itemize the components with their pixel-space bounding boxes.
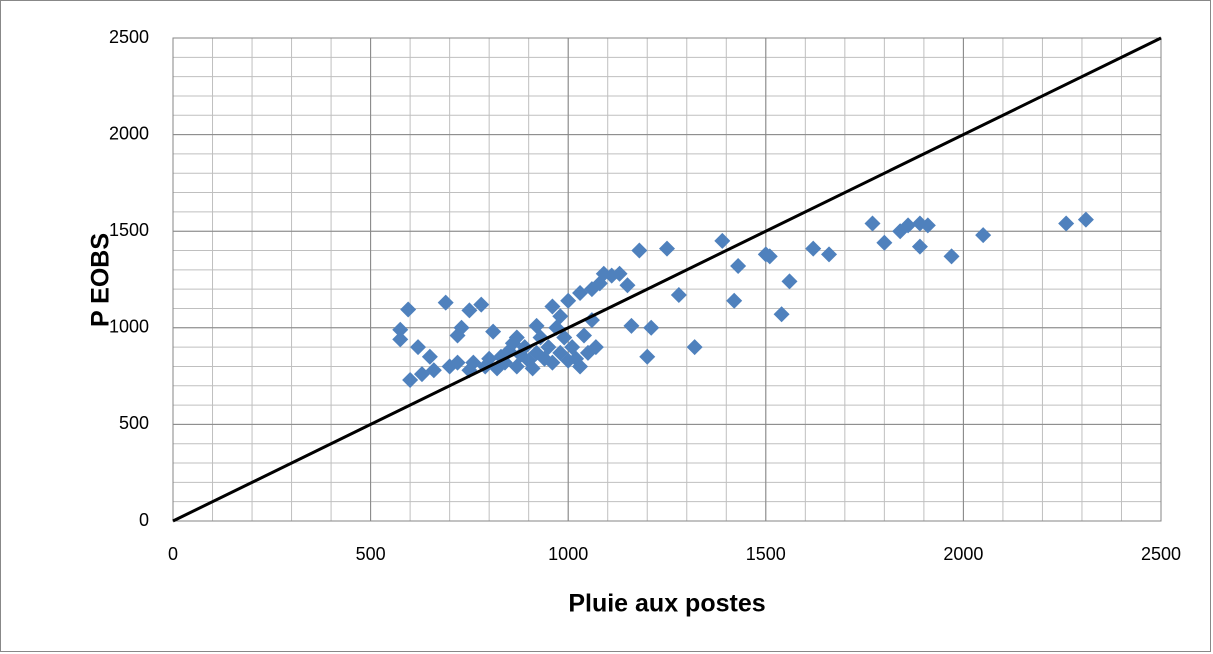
- x-tick-label: 1000: [548, 544, 588, 564]
- point: [670, 286, 687, 303]
- x-tick-label: 0: [168, 544, 178, 564]
- point: [392, 321, 409, 338]
- point: [410, 339, 427, 356]
- point: [639, 348, 656, 365]
- point: [473, 296, 490, 313]
- point: [611, 265, 628, 282]
- point: [587, 339, 604, 356]
- x-axis-title: Pluie aux postes: [568, 590, 765, 618]
- point: [496, 354, 513, 371]
- point: [437, 294, 454, 311]
- point: [619, 277, 636, 294]
- y-tick-label: 0: [139, 510, 149, 530]
- point: [821, 246, 838, 263]
- point: [556, 329, 573, 346]
- point: [730, 257, 747, 274]
- point: [761, 248, 778, 265]
- y-tick-label: 1500: [109, 220, 149, 240]
- point: [911, 238, 928, 255]
- point: [864, 215, 881, 232]
- x-tick-label: 2500: [1141, 544, 1181, 564]
- line: [172, 36, 1162, 523]
- point: [540, 339, 557, 356]
- x-tick-label: 1500: [746, 544, 786, 564]
- point: [919, 217, 936, 234]
- point: [544, 354, 561, 371]
- point: [402, 371, 419, 388]
- y-tick-label: 500: [119, 413, 149, 433]
- point: [485, 323, 502, 340]
- point: [975, 227, 992, 244]
- point: [453, 319, 470, 336]
- point: [421, 348, 438, 365]
- point: [532, 329, 549, 346]
- point: [481, 350, 498, 367]
- point: [425, 362, 442, 379]
- point: [508, 329, 525, 346]
- point: [686, 339, 703, 356]
- point: [1077, 211, 1094, 228]
- point: [805, 240, 822, 257]
- point: [449, 354, 466, 371]
- y-tick-label: 2000: [109, 123, 149, 143]
- point: [572, 358, 589, 375]
- point: [400, 301, 417, 318]
- point: [392, 331, 409, 348]
- point: [714, 232, 731, 249]
- point: [773, 306, 790, 323]
- point: [781, 273, 798, 290]
- point: [560, 292, 577, 309]
- point: [900, 217, 917, 234]
- plot-area-border: [172, 37, 1162, 522]
- point: [943, 248, 960, 265]
- point: [726, 292, 743, 309]
- point: [643, 319, 660, 336]
- point: [544, 298, 561, 315]
- point: [461, 302, 478, 319]
- point: [524, 360, 541, 377]
- point: [576, 327, 593, 344]
- point: [659, 240, 675, 257]
- point: [1058, 215, 1075, 232]
- x-tick-label: 2000: [943, 544, 983, 564]
- point: [631, 242, 648, 259]
- y-axis-title: P EOBS: [87, 233, 115, 327]
- point: [552, 308, 569, 325]
- y-tick-label: 1000: [109, 317, 149, 337]
- x-tick-label: 500: [356, 544, 386, 564]
- point: [876, 234, 893, 251]
- point: [583, 312, 600, 329]
- point: [623, 317, 640, 334]
- y-tick-label: 2500: [109, 27, 149, 47]
